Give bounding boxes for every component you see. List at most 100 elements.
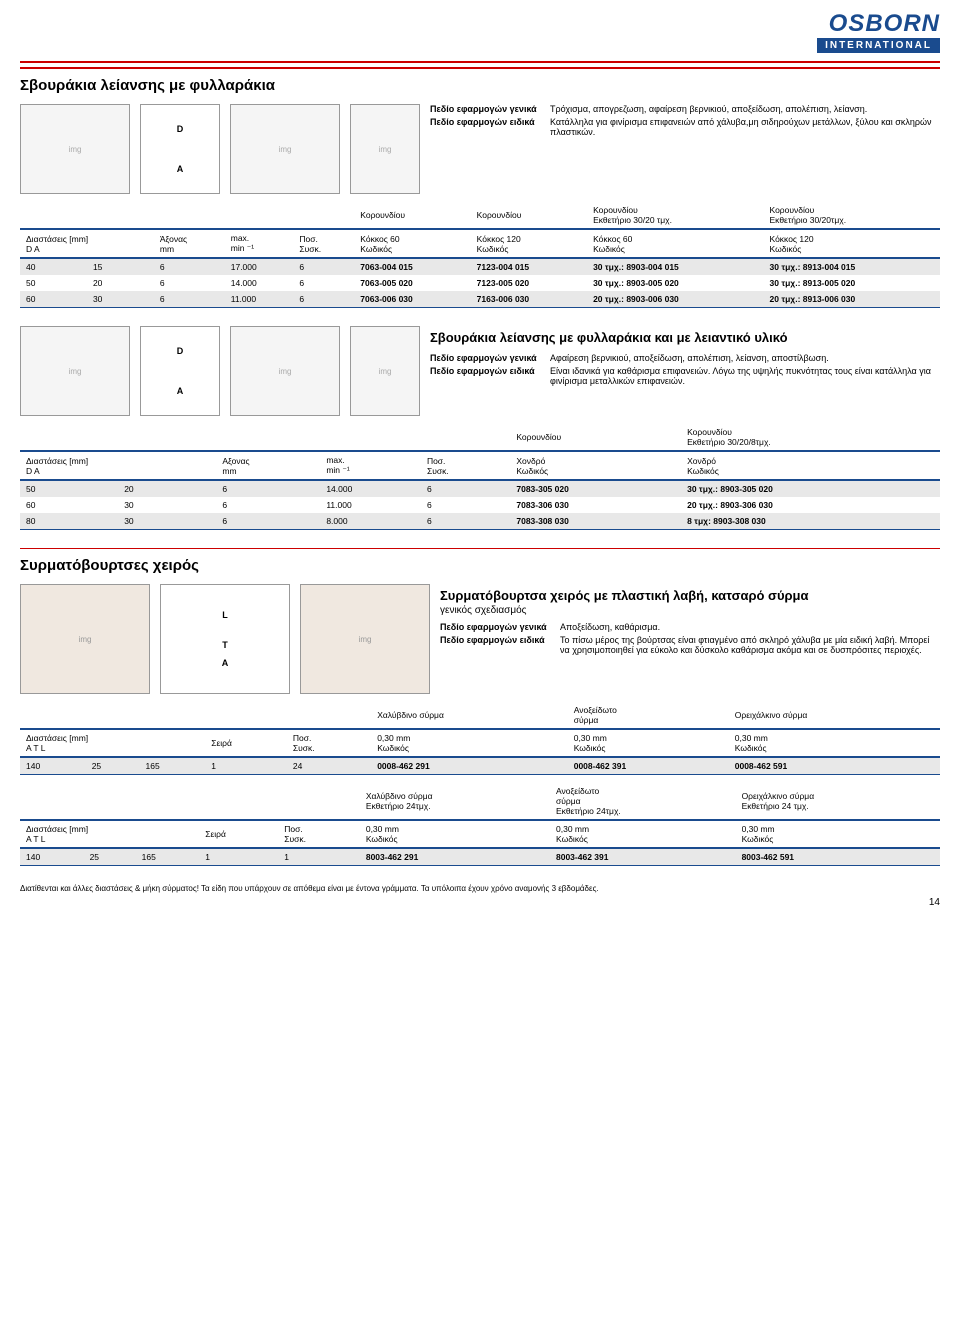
table-row: 6030611.00067063-006 0307163-006 03020 τ… [20, 291, 940, 308]
section-title: Συρματόβουρτσες χειρός [20, 557, 940, 574]
logo-text: OSBORN [817, 10, 940, 38]
cell: 7083-305 020 [510, 480, 681, 497]
col-header: Ποσ. Συσκ. [287, 729, 371, 757]
col-header: 0,30 mm Κωδικός [371, 729, 568, 757]
cell: 15 [87, 258, 154, 275]
col-header: 0,30 mm Κωδικός [550, 820, 736, 848]
col-header: max. min ⁻¹ [320, 451, 421, 480]
cell: 20 τμχ.: 8913-006 030 [764, 291, 941, 308]
col-header: 0,30 mm Κωδικός [360, 820, 550, 848]
col-header: Κόκκος 120 Κωδικός [764, 229, 941, 258]
section-sub2: γενικός σχεδιασμός [440, 605, 940, 616]
col-header: 0,30 mm Κωδικός [729, 729, 940, 757]
cell: 6 [154, 258, 225, 275]
col-header: Ανοξείδωτο σύρμα [568, 702, 729, 729]
cell: 14.000 [320, 480, 421, 497]
col-header: Κορουνδίου Εκθετήριο 30/20 τμχ. [587, 202, 763, 229]
section-title: Σβουράκια λείανσης με φυλλαράκια [20, 77, 940, 94]
col-header: Σειρά [205, 729, 287, 757]
cell: 30 τμχ.: 8903-305 020 [681, 480, 940, 497]
cell: 60 [20, 497, 118, 513]
cell: 0008-462 291 [371, 757, 568, 775]
section-title: Σβουράκια λείανσης με φυλλαράκια και με … [430, 330, 940, 345]
col-header: Κορουνδίου [354, 202, 470, 229]
cell: 30 [118, 513, 216, 530]
cell: 140 [20, 848, 84, 866]
col-header: Κορουνδίου Εκθετήριο 30/20/8τμχ. [681, 424, 940, 451]
col-header: Κόκκος 60 Κωδικός [354, 229, 470, 258]
label: Πεδίο εφαρμογών ειδικά [430, 366, 550, 386]
cell: 14.000 [225, 275, 294, 291]
cell: 7063-005 020 [354, 275, 470, 291]
col-header: Ποσ. Συσκ. [278, 820, 360, 848]
col-header: Κόκκος 60 Κωδικός [587, 229, 763, 258]
col-header: Διαστάσεις [mm] A T L [20, 820, 199, 848]
value: Είναι ιδανικά για καθάρισμα επιφανειών. … [550, 366, 940, 386]
cell: 25 [86, 757, 140, 775]
product-table: Χαλύβδινο σύρμαΑνοξείδωτο σύρμαΟρειχάλκι… [20, 702, 940, 775]
cell: 1 [205, 757, 287, 775]
cell: 6 [293, 258, 354, 275]
cell: 30 τμχ.: 8913-005 020 [764, 275, 941, 291]
table-row: 6030611.00067083-306 03020 τμχ.: 8903-30… [20, 497, 940, 513]
cell: 11.000 [320, 497, 421, 513]
value: Τρόχισμα, απογρεζωση, αφαίρεση βερνικιού… [550, 104, 940, 114]
cell: 6 [216, 513, 320, 530]
col-header: Χαλύβδινο σύρμα Εκθετήριο 24τμχ. [360, 783, 550, 820]
col-header: Διαστάσεις [mm] D A [20, 229, 154, 258]
cell: 60 [20, 291, 87, 308]
divider [20, 67, 940, 69]
col-header: Κορουνδίου [510, 424, 681, 451]
cell: 50 [20, 275, 87, 291]
col-header: Ποσ. Συσκ. [421, 451, 510, 480]
col-header: 0,30 mm Κωδικός [736, 820, 940, 848]
cell: 7163-006 030 [471, 291, 587, 308]
cell: 7123-004 015 [471, 258, 587, 275]
product-image: img [300, 584, 430, 694]
diagram: LTA [160, 584, 290, 694]
section-subtitle: Συρματόβουρτσα χειρός με πλαστική λαβή, … [440, 588, 940, 603]
col-header: Διαστάσεις [mm] D A [20, 451, 216, 480]
cell: 6 [293, 291, 354, 308]
cell: 6 [293, 275, 354, 291]
col-header: Ποσ. Συσκ. [293, 229, 354, 258]
col-header: Ανοξείδωτο σύρμα Εκθετήριο 24τμχ. [550, 783, 736, 820]
cell: 6 [421, 480, 510, 497]
cell: 0008-462 391 [568, 757, 729, 775]
col-header: 0,30 mm Κωδικός [568, 729, 729, 757]
cell: 7063-006 030 [354, 291, 470, 308]
cell: 20 τμχ.: 8903-006 030 [587, 291, 763, 308]
diagram: DA [140, 104, 220, 194]
cell: 8.000 [320, 513, 421, 530]
label: Πεδίο εφαρμογών γενικά [440, 622, 560, 632]
cell: 6 [216, 497, 320, 513]
col-header: Χονδρό Κωδικός [681, 451, 940, 480]
col-header: Κόκκος 120 Κωδικός [471, 229, 587, 258]
cell: 30 τμχ.: 8913-004 015 [764, 258, 941, 275]
cell: 20 [87, 275, 154, 291]
value: Αποξείδωση, καθάρισμα. [560, 622, 940, 632]
cell: 24 [287, 757, 371, 775]
product-image: img [20, 326, 130, 416]
header: OSBORN INTERNATIONAL [20, 10, 940, 53]
cell: 8003-462 591 [736, 848, 940, 866]
cell: 6 [216, 480, 320, 497]
col-header: Διαστάσεις [mm] A T L [20, 729, 205, 757]
cell: 8003-462 391 [550, 848, 736, 866]
info: Πεδίο εφαρμογών γενικάΤρόχισμα, απογρεζω… [430, 104, 940, 140]
col-header: Αξονας mm [216, 451, 320, 480]
col-header: Κορουνδίου [471, 202, 587, 229]
product-image: img [20, 104, 130, 194]
cell: 30 [118, 497, 216, 513]
cell: 17.000 [225, 258, 294, 275]
col-header: Σειρά [199, 820, 278, 848]
cell: 165 [140, 757, 206, 775]
product-table: ΚορουνδίουΚορουνδίουΚορουνδίου Εκθετήριο… [20, 202, 940, 308]
col-header: Ορειχάλκινο σύρμα Εκθετήριο 24 τμχ. [736, 783, 940, 820]
cell: 40 [20, 258, 87, 275]
col-header: Κορουνδίου Εκθετήριο 30/20τμχ. [764, 202, 941, 229]
cell: 7063-004 015 [354, 258, 470, 275]
value: Αφαίρεση βερνικιού, αποξείδωση, απολέπισ… [550, 353, 940, 363]
cell: 7083-308 030 [510, 513, 681, 530]
cell: 30 τμχ.: 8903-005 020 [587, 275, 763, 291]
